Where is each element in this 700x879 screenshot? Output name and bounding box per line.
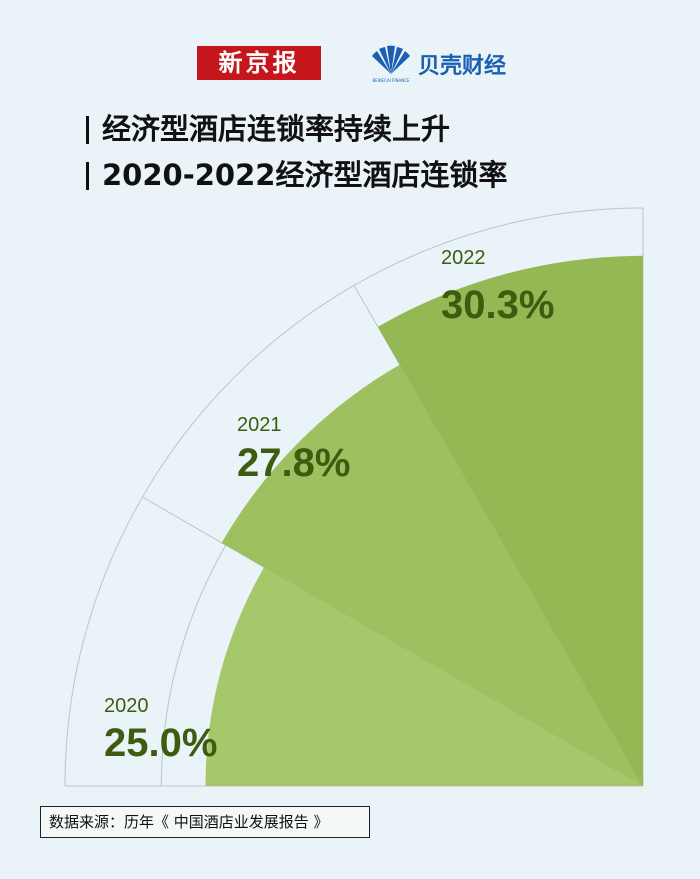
xinjingbao-logo: 新京报 bbox=[197, 46, 321, 80]
beike-logo-text: 贝壳财经 bbox=[418, 54, 507, 79]
logo-bar: 新京报 BEIKECAI FINANCE 贝壳财经 bbox=[0, 44, 700, 84]
grid-spoke bbox=[353, 285, 644, 787]
bar-2021 bbox=[221, 364, 643, 786]
year-label-2020: 2020 bbox=[104, 695, 149, 717]
title-line-2: 2020-2022经济型酒店连锁率 bbox=[86, 156, 507, 194]
title-block: 经济型酒店连锁率持续上升 2020-2022经济型酒店连锁率 bbox=[86, 110, 507, 202]
value-label-2020: 25.0% bbox=[104, 721, 217, 765]
chart-labels: 2020 25.0% 2021 27.8% 2022 30.3% bbox=[104, 247, 554, 765]
shell-icon: BEIKECAI FINANCE bbox=[372, 45, 410, 83]
beike-sub-text: BEIKECAI FINANCE bbox=[372, 78, 410, 83]
title-line-1: 经济型酒店连锁率持续上升 bbox=[86, 110, 507, 148]
year-label-2022: 2022 bbox=[441, 247, 486, 269]
value-label-2021: 27.8% bbox=[237, 441, 350, 485]
grid-arc bbox=[64, 207, 644, 787]
bar-2020 bbox=[205, 567, 643, 786]
data-source: 数据来源：历年《 中国酒店业发展报告 》 bbox=[40, 806, 370, 838]
year-label-2021: 2021 bbox=[237, 414, 282, 436]
bar-2022 bbox=[377, 255, 643, 786]
chart-bars bbox=[205, 255, 643, 786]
value-label-2022: 30.3% bbox=[441, 283, 554, 327]
